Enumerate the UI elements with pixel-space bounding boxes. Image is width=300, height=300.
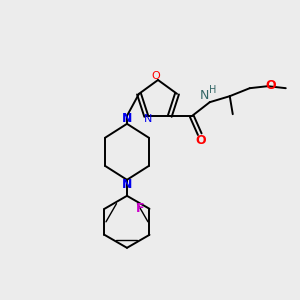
Text: O: O: [195, 134, 206, 147]
Text: N: N: [144, 114, 152, 124]
Text: N: N: [200, 89, 209, 102]
Text: N: N: [122, 178, 132, 191]
Text: H: H: [209, 85, 216, 95]
Text: O: O: [266, 79, 276, 92]
Text: N: N: [122, 112, 132, 125]
Text: F: F: [136, 202, 145, 215]
Text: O: O: [152, 71, 160, 81]
